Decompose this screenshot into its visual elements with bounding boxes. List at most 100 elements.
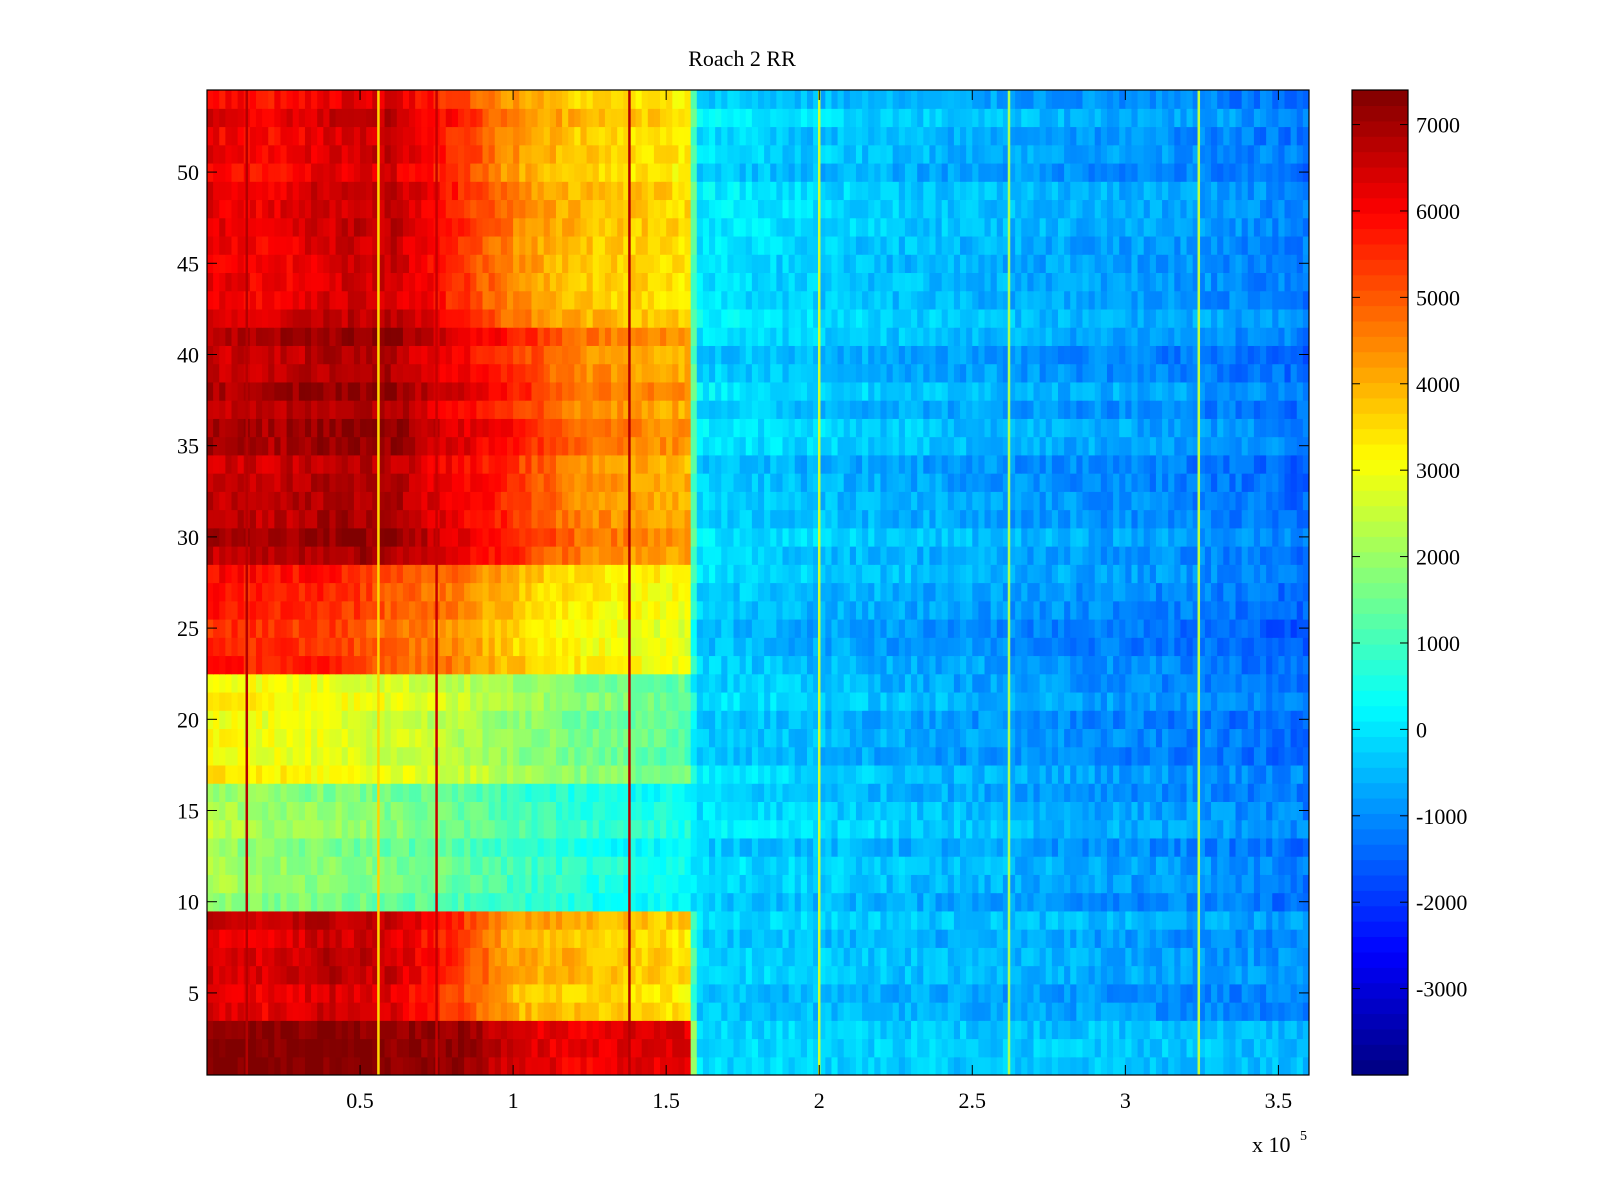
- heatmap-cell: [378, 874, 386, 894]
- heatmap-cell: [1027, 673, 1035, 693]
- heatmap-cell: [604, 874, 612, 894]
- heatmap-cell: [776, 801, 784, 821]
- heatmap-cell: [647, 582, 655, 602]
- heatmap-cell: [598, 783, 606, 802]
- heatmap-cell: [1033, 837, 1041, 857]
- heatmap-cell: [421, 801, 428, 821]
- heatmap-cell: [304, 1056, 312, 1075]
- heatmap-cell: [831, 637, 839, 657]
- heatmap-cell: [678, 600, 686, 620]
- heatmap-cell: [360, 673, 367, 693]
- heatmap-cell: [1290, 746, 1298, 766]
- heatmap-cell: [329, 856, 337, 875]
- heatmap-cell: [1192, 746, 1200, 766]
- heatmap-cell: [794, 874, 802, 894]
- heatmap-cell: [1162, 1056, 1169, 1075]
- heatmap-cell: [935, 1002, 943, 1021]
- heatmap-cell: [1180, 947, 1188, 967]
- heatmap-cell: [635, 618, 643, 638]
- heatmap-cell: [549, 691, 557, 711]
- heatmap-cell: [249, 710, 257, 730]
- heatmap-cell: [427, 947, 435, 967]
- heatmap-cell: [684, 801, 692, 821]
- heatmap-cell: [562, 710, 569, 730]
- heatmap-cell: [298, 637, 306, 657]
- heatmap-cell: [353, 728, 361, 748]
- heatmap-cell: [611, 564, 618, 584]
- heatmap-cell: [207, 910, 214, 930]
- heatmap-cell: [1113, 910, 1120, 930]
- heatmap-cell: [837, 673, 845, 693]
- heatmap-cell: [782, 1056, 790, 1075]
- heatmap-cell: [966, 819, 973, 839]
- heatmap-cell: [1241, 856, 1249, 875]
- heatmap-cell: [225, 1020, 233, 1040]
- heatmap-cell: [335, 746, 343, 766]
- heatmap-cell: [1253, 728, 1261, 748]
- heatmap-cell: [445, 582, 453, 602]
- heatmap-cell: [831, 746, 839, 766]
- heatmap-cell: [341, 801, 349, 821]
- heatmap-cell: [1106, 691, 1114, 711]
- heatmap-cell: [843, 1038, 851, 1058]
- heatmap-cell: [225, 691, 233, 711]
- heatmap-cell: [978, 947, 986, 967]
- heatmap-cell: [451, 564, 459, 584]
- heatmap-cell: [684, 728, 692, 748]
- heatmap-cell: [660, 746, 667, 766]
- heatmap-cell: [1106, 710, 1114, 730]
- heatmap-cell: [225, 746, 233, 766]
- heatmap-cell: [1278, 691, 1286, 711]
- heatmap-cell: [923, 746, 931, 766]
- heatmap-cell: [494, 728, 502, 748]
- heatmap-cell: [1302, 947, 1309, 967]
- heatmap-cell: [635, 801, 643, 821]
- heatmap-cell: [513, 837, 520, 857]
- heatmap-cell: [898, 710, 906, 730]
- heatmap-cell: [1027, 728, 1035, 748]
- heatmap-cell: [219, 673, 226, 693]
- heatmap-cell: [935, 801, 943, 821]
- heatmap-cell: [702, 929, 710, 948]
- heatmap-cell: [855, 582, 863, 602]
- heatmap-cell: [660, 673, 667, 693]
- heatmap-cell: [1229, 618, 1237, 638]
- heatmap-cell: [427, 874, 435, 894]
- heatmap-cell: [1143, 783, 1151, 802]
- heatmap-cell: [311, 819, 318, 839]
- heatmap-cell: [978, 910, 986, 930]
- heatmap-cell: [1131, 1038, 1139, 1058]
- heatmap-cell: [990, 600, 998, 620]
- heatmap-cell: [647, 783, 655, 802]
- heatmap-cell: [819, 983, 826, 1003]
- heatmap-cell: [378, 983, 386, 1003]
- heatmap-cell: [984, 837, 992, 857]
- heatmap-cell: [1180, 600, 1188, 620]
- heatmap-cell: [1137, 710, 1145, 730]
- heatmap-cell: [1253, 1056, 1261, 1075]
- heatmap-cell: [1149, 728, 1157, 748]
- heatmap-cell: [525, 637, 533, 657]
- heatmap-cell: [978, 710, 986, 730]
- heatmap-cell: [304, 746, 312, 766]
- heatmap-cell: [1119, 947, 1126, 967]
- heatmap-cell: [286, 892, 294, 912]
- heatmap-cell: [904, 564, 912, 584]
- heatmap-cell: [402, 746, 410, 766]
- heatmap-cell: [886, 837, 894, 857]
- heatmap-cell: [690, 1038, 698, 1058]
- heatmap-cell: [941, 983, 949, 1003]
- heatmap-cell: [825, 691, 833, 711]
- heatmap-cell: [800, 1020, 808, 1040]
- heatmap-cell: [923, 637, 931, 657]
- heatmap-cell: [347, 1056, 355, 1075]
- heatmap-cell: [378, 691, 386, 711]
- heatmap-cell: [207, 856, 214, 875]
- heatmap-cell: [1260, 691, 1267, 711]
- heatmap-cell: [213, 1020, 220, 1040]
- heatmap-cell: [329, 910, 337, 930]
- heatmap-cell: [513, 673, 520, 693]
- heatmap-cell: [604, 1056, 612, 1075]
- heatmap-cell: [525, 564, 533, 584]
- heatmap-cell: [494, 746, 502, 766]
